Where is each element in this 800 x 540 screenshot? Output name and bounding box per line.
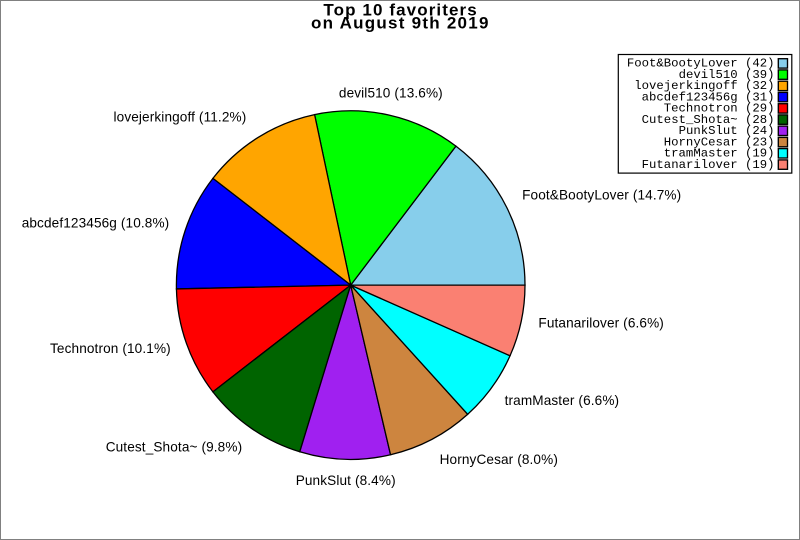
svg-text:Foot&BootyLover (14.7%): Foot&BootyLover (14.7%) xyxy=(522,187,681,202)
svg-text:abcdef123456g (31): abcdef123456g (31) xyxy=(642,90,775,104)
svg-text:Cutest_Shota~ (28): Cutest_Shota~ (28) xyxy=(642,113,775,127)
svg-text:PunkSlut (8.4%): PunkSlut (8.4%) xyxy=(296,473,396,488)
svg-text:tramMaster (19): tramMaster (19) xyxy=(664,147,775,161)
svg-text:Technotron (10.1%): Technotron (10.1%) xyxy=(50,341,171,356)
svg-text:devil510 (39): devil510 (39) xyxy=(679,68,775,82)
svg-text:devil510 (13.6%): devil510 (13.6%) xyxy=(339,85,443,100)
svg-text:Cutest_Shota~ (9.8%): Cutest_Shota~ (9.8%) xyxy=(106,440,243,455)
svg-text:PunkSlut (24): PunkSlut (24) xyxy=(679,124,775,138)
svg-text:Futanarilover (19): Futanarilover (19) xyxy=(642,158,775,172)
svg-text:HornyCesar (23): HornyCesar (23) xyxy=(664,135,775,149)
svg-text:Futanarilover (6.6%): Futanarilover (6.6%) xyxy=(538,316,664,331)
svg-text:Top 10 favoriters: Top 10 favoriters xyxy=(323,0,477,19)
svg-text:lovejerkingoff (11.2%): lovejerkingoff (11.2%) xyxy=(114,110,247,125)
svg-text:HornyCesar (8.0%): HornyCesar (8.0%) xyxy=(440,452,558,467)
svg-text:on August 9th 2019: on August 9th 2019 xyxy=(311,14,490,33)
svg-text:Technotron (29): Technotron (29) xyxy=(664,102,775,116)
svg-text:abcdef123456g (10.8%): abcdef123456g (10.8%) xyxy=(22,215,170,230)
svg-text:tramMaster (6.6%): tramMaster (6.6%) xyxy=(505,393,620,408)
svg-text:Foot&BootyLover (42): Foot&BootyLover (42) xyxy=(627,57,775,71)
svg-text:lovejerkingoff (32): lovejerkingoff (32) xyxy=(634,79,774,93)
